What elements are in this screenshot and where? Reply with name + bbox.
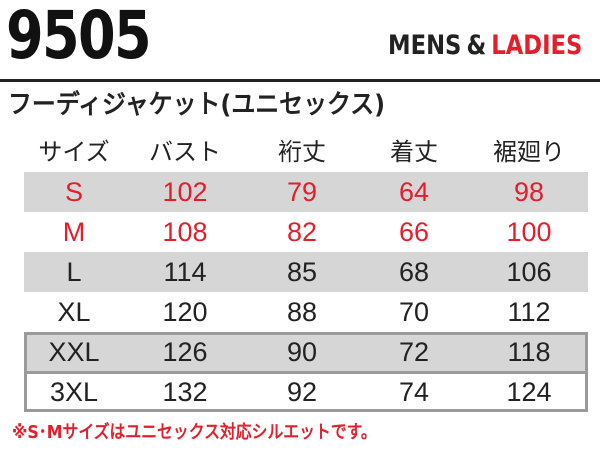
size-cell: S	[64, 177, 83, 207]
size-cell: L	[66, 257, 82, 287]
column-header-size: サイズ	[38, 138, 110, 166]
hem-cell: 124	[506, 377, 552, 407]
size-cell: XXL	[48, 337, 100, 367]
model-number: 9505	[6, 0, 152, 74]
bust-cell: 120	[162, 297, 208, 327]
column-header-length: 着丈	[390, 138, 438, 166]
gender-label: MENS & LADIES	[388, 30, 582, 61]
product-name: フーディジャケット(ユニセックス)	[8, 90, 386, 120]
table-row: XL 120 88 70 112	[24, 292, 588, 332]
hem-cell: 100	[506, 217, 552, 247]
header-divider	[0, 79, 600, 82]
column-header-bust: バスト	[149, 138, 221, 166]
size-cell: 3XL	[49, 377, 99, 407]
column-header-hem: 裾廻り	[493, 138, 565, 166]
table-row: 3XL 132 92 74 124	[24, 372, 588, 412]
size-cell: XL	[57, 297, 91, 327]
bust-cell: 132	[162, 377, 208, 407]
sleeve-cell: 85	[286, 257, 318, 287]
column-header-sleeve: 裄丈	[278, 138, 326, 166]
table-row: M 108 82 66 100	[24, 212, 588, 252]
bust-cell: 126	[162, 337, 208, 367]
length-cell: 66	[398, 217, 430, 247]
bust-cell: 114	[163, 257, 207, 287]
hem-cell: 98	[513, 177, 545, 207]
bust-cell: 102	[162, 177, 208, 207]
length-cell: 74	[398, 377, 430, 407]
sleeve-cell: 82	[286, 217, 318, 247]
gender-ampersand: &	[466, 30, 486, 61]
table-row: XXL 126 90 72 118	[24, 332, 588, 372]
size-cell: M	[62, 217, 86, 247]
length-cell: 70	[398, 297, 430, 327]
sleeve-cell: 92	[286, 377, 318, 407]
sleeve-cell: 79	[286, 177, 318, 207]
length-cell: 68	[398, 257, 430, 287]
sleeve-cell: 90	[286, 337, 318, 367]
gender-mens: MENS	[387, 30, 462, 61]
table-header-row: サイズ バスト 裄丈 着丈 裾廻り	[24, 132, 588, 172]
size-table: サイズ バスト 裄丈 着丈 裾廻り S 102 79 64 98 M 108 8…	[24, 132, 588, 412]
length-cell: 72	[398, 337, 430, 367]
table-row: L 114 85 68 106	[24, 252, 588, 292]
gender-ladies: LADIES	[490, 30, 582, 61]
large-sizes-divider	[24, 371, 588, 374]
hem-cell: 112	[507, 297, 551, 327]
sleeve-cell: 88	[286, 297, 318, 327]
hem-cell: 106	[506, 257, 552, 287]
footnote: ※S･Mサイズはユニセックス対応シルエットです。	[12, 422, 377, 443]
table-row: S 102 79 64 98	[24, 172, 588, 212]
length-cell: 64	[398, 177, 430, 207]
hem-cell: 118	[507, 337, 551, 367]
bust-cell: 108	[162, 217, 208, 247]
